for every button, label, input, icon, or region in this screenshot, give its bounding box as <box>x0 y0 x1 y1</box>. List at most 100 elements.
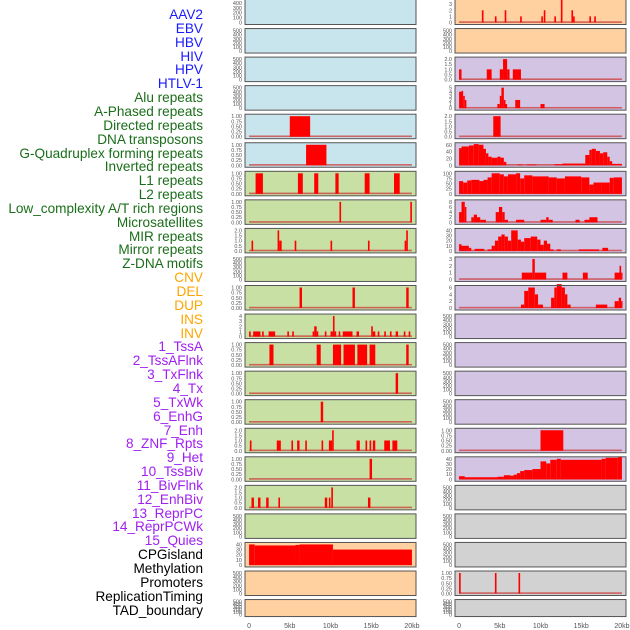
bar <box>498 236 502 251</box>
bar <box>524 290 529 308</box>
y-tick-label: 300 <box>443 379 452 385</box>
y-tick-label: 0.25 <box>231 358 242 364</box>
y-tick-label: 0.50 <box>441 581 452 587</box>
x-tick-label: 15kb <box>364 623 379 630</box>
panel-border <box>244 370 417 397</box>
y-tick-label: 400 <box>233 61 242 67</box>
y-tick-label: 0 <box>449 613 452 619</box>
y-tick-label: 400 <box>443 375 452 381</box>
panel-background <box>245 513 416 539</box>
bar <box>556 249 561 251</box>
bar <box>520 304 525 308</box>
track-label: DEL <box>176 284 203 299</box>
y-tick-label: 40 <box>446 228 452 234</box>
bar <box>548 177 557 194</box>
track-label: HBV <box>175 34 203 50</box>
y-tick-label: 200 <box>443 383 452 389</box>
bar <box>540 219 547 223</box>
bar <box>278 497 281 508</box>
track-label: DNA transposons <box>97 131 203 147</box>
bar <box>510 475 514 480</box>
bar <box>500 157 504 166</box>
bar <box>294 240 297 251</box>
bar <box>520 16 522 23</box>
panel-border <box>244 427 417 454</box>
y-tick-label: 0.25 <box>231 387 242 393</box>
bar <box>369 440 372 451</box>
y-tick-label: 400 <box>443 404 452 410</box>
panel-border <box>454 570 627 596</box>
x-tick-label: 10kb <box>533 623 548 630</box>
bar <box>328 440 333 451</box>
y-tick-label: 500 <box>233 57 242 63</box>
bar <box>575 219 580 223</box>
y-tick-label: 400 <box>233 575 242 581</box>
bar <box>560 0 563 23</box>
bar <box>601 458 606 480</box>
panel-background <box>245 571 416 596</box>
y-tick-label: 0.75 <box>231 376 242 382</box>
y-tick-label: 2 <box>449 264 452 270</box>
bar <box>356 331 359 337</box>
track-label: G-Quadruplex forming repeats <box>19 145 203 161</box>
bar <box>499 95 502 109</box>
track-label: HPV <box>175 62 203 78</box>
y-tick-label: 500 <box>233 86 242 92</box>
y-tick-label: 0.50 <box>231 153 242 159</box>
track-label: AAV2 <box>169 7 203 22</box>
bar <box>468 247 472 251</box>
y-tick-label: 1.00 <box>231 114 242 120</box>
bar <box>584 219 590 223</box>
y-tick-label: 0 <box>239 335 242 341</box>
bar <box>332 344 342 366</box>
y-tick-label: 0.0 <box>234 249 242 255</box>
bar <box>564 294 568 308</box>
panel-border <box>244 313 417 340</box>
panel-background <box>455 599 626 617</box>
bar <box>324 331 327 337</box>
bar <box>595 150 600 166</box>
panel-border <box>454 513 627 539</box>
bar <box>335 173 339 194</box>
bar <box>521 272 533 280</box>
y-tick-label: 0.75 <box>231 148 242 154</box>
y-tick-label: 100 <box>443 171 452 177</box>
baseline <box>249 421 412 423</box>
track-label: CNV <box>174 270 203 286</box>
bar <box>501 234 505 251</box>
panel-border <box>244 85 417 111</box>
track-label: 11_BivFlnk <box>136 477 203 493</box>
bar <box>306 144 327 166</box>
bar <box>554 287 557 308</box>
y-tick-label: 100 <box>443 388 452 394</box>
bar <box>481 10 484 23</box>
track-label: Methylation <box>133 561 203 576</box>
y-tick-label: 0 <box>449 335 452 341</box>
bar <box>468 145 474 166</box>
bar <box>591 148 596 166</box>
bar <box>339 201 342 223</box>
panel-border <box>244 599 417 618</box>
y-tick-label: 0.00 <box>441 592 452 598</box>
bar <box>324 497 328 508</box>
bar <box>593 182 602 194</box>
bar <box>504 236 508 251</box>
y-tick-label: 100 <box>233 610 242 616</box>
bar <box>543 10 546 23</box>
y-tick-label: 0.50 <box>231 410 242 416</box>
y-tick-label: 200 <box>233 69 242 75</box>
bar <box>459 573 461 594</box>
bar <box>459 91 462 109</box>
bar <box>546 463 551 480</box>
bar <box>595 304 608 308</box>
y-tick-label: 4 <box>449 0 452 2</box>
bar <box>554 164 563 166</box>
panel-border <box>454 370 627 397</box>
y-tick-label: 0 <box>239 613 242 619</box>
y-tick-label: 20 <box>446 156 452 162</box>
y-tick-label: 0.0 <box>444 135 452 141</box>
bar <box>562 163 586 166</box>
y-tick-label: 300 <box>443 322 452 328</box>
y-tick-label: 100 <box>443 330 452 336</box>
y-tick-label: 300 <box>233 37 242 43</box>
